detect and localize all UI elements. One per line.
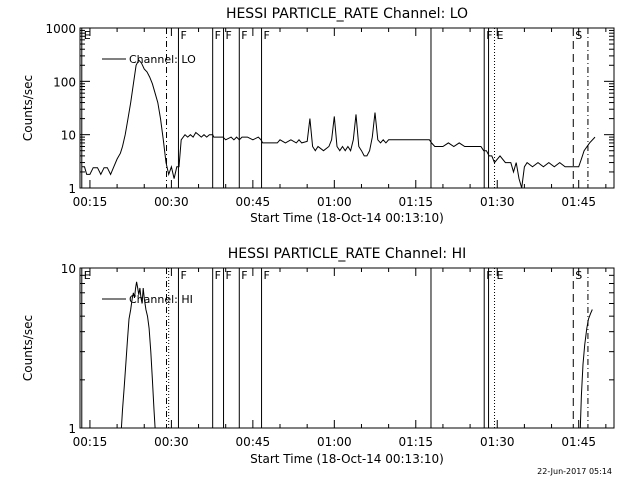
x-tick-label: 00:45: [236, 435, 271, 449]
event-marker-label: E: [84, 269, 91, 282]
x-tick-label: 01:00: [317, 435, 352, 449]
event-marker-label: F: [264, 29, 270, 42]
event-marker-label: F: [486, 269, 492, 282]
series-line: [579, 309, 593, 429]
event-marker-label: F: [226, 29, 232, 42]
x-axis-label: Start Time (18-Oct-14 00:13:10): [250, 452, 444, 466]
x-tick-label: 01:15: [398, 435, 433, 449]
event-marker-label: F: [180, 29, 186, 42]
hi-channel-panel: HESSI PARTICLE_RATE Channel: HI Counts/se…: [21, 246, 615, 466]
y-tick-label: 10: [61, 129, 76, 143]
legend-label: Channel: HI: [129, 293, 193, 306]
x-tick-label: 01:30: [480, 435, 515, 449]
y-tick-label: 100: [53, 75, 76, 89]
event-marker-label: E: [497, 269, 504, 282]
plot-frame: [79, 27, 615, 189]
y-tick-label: 1000: [45, 22, 76, 36]
x-tick-label: 00:15: [73, 435, 108, 449]
event-marker-label: E: [84, 29, 91, 42]
x-tick-label: 01:00: [317, 195, 352, 209]
lo-channel-panel: HESSI PARTICLE_RATE Channel: LO Counts/se…: [21, 6, 615, 225]
footer-timestamp: 22-Jun-2017 05:14: [537, 467, 612, 476]
chart-title: HESSI PARTICLE_RATE Channel: LO: [226, 6, 468, 22]
event-marker-label: F: [486, 29, 492, 42]
y-tick-label: 1: [68, 422, 76, 436]
event-marker-label: S: [575, 269, 582, 282]
event-marker-label: F: [226, 269, 232, 282]
x-tick-label: 01:45: [561, 435, 596, 449]
x-tick-label: 00:15: [73, 195, 108, 209]
event-marker-label: F: [180, 269, 186, 282]
event-marker-label: F: [264, 269, 270, 282]
event-marker-label: F: [241, 29, 247, 42]
legend-label: Channel: LO: [129, 53, 196, 66]
x-tick-label: 00:30: [154, 435, 189, 449]
x-tick-label: 01:30: [480, 195, 515, 209]
y-axis-label: Counts/sec: [21, 315, 35, 381]
y-tick-label: 1: [68, 182, 76, 196]
plot-frame: [79, 267, 615, 429]
chart-title: HESSI PARTICLE_RATE Channel: HI: [228, 246, 466, 262]
series-line: [81, 59, 596, 189]
event-marker-label: F: [215, 29, 221, 42]
event-marker-label: E: [497, 29, 504, 42]
x-tick-label: 00:30: [154, 195, 189, 209]
series-line: [120, 281, 156, 429]
event-marker-label: S: [575, 29, 582, 42]
y-tick-label: 10: [61, 262, 76, 276]
x-tick-label: 00:45: [236, 195, 271, 209]
event-marker-label: F: [241, 269, 247, 282]
event-marker-label: F: [215, 269, 221, 282]
x-tick-label: 01:15: [398, 195, 433, 209]
x-tick-label: 01:45: [561, 195, 596, 209]
y-axis-label: Counts/sec: [21, 75, 35, 141]
x-axis-label: Start Time (18-Oct-14 00:13:10): [250, 211, 444, 225]
